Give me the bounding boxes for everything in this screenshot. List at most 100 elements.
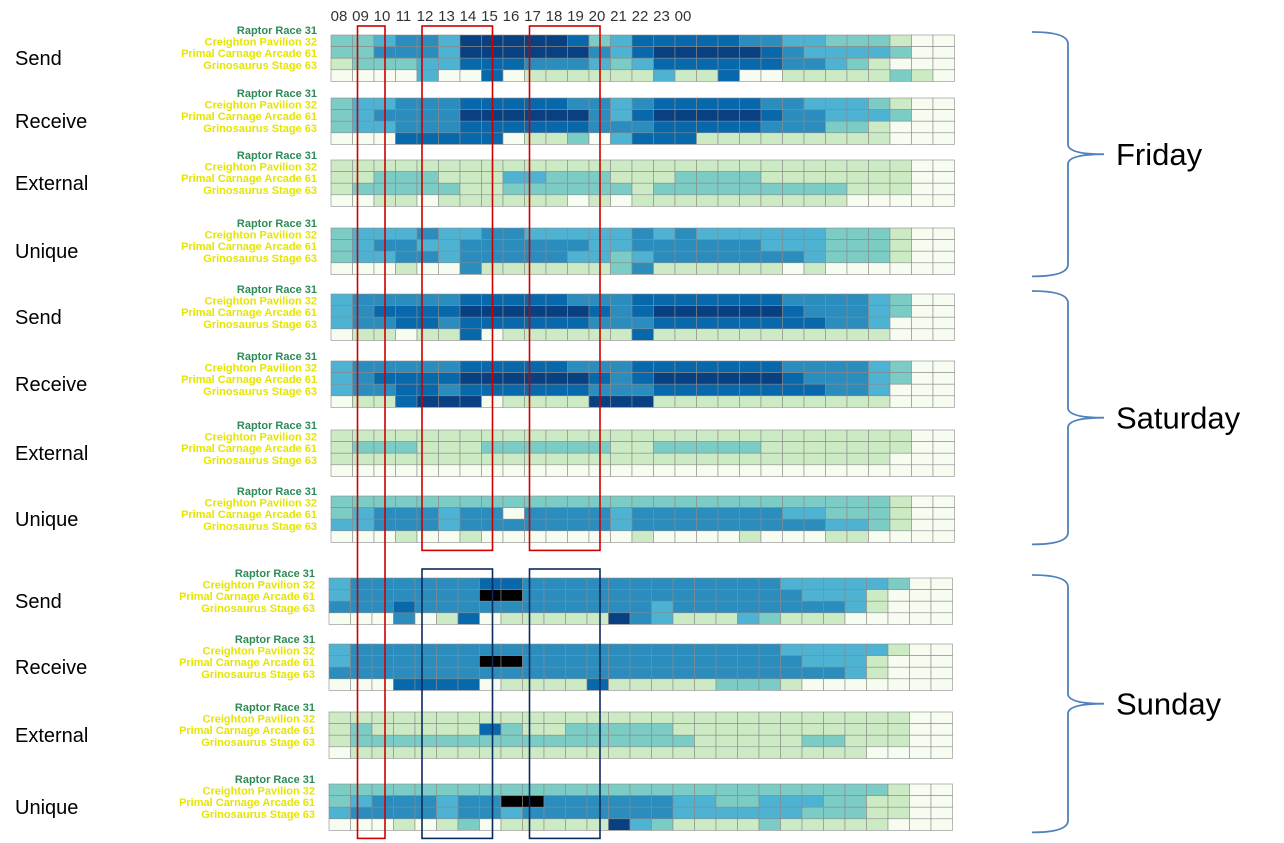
- heatmap-cell: [782, 250, 805, 264]
- heatmap-cell: [780, 612, 803, 625]
- heatmap-cell: [932, 518, 955, 532]
- heatmap-cell: [522, 806, 545, 820]
- heatmap-cell: [674, 464, 697, 477]
- heatmap-cell: [868, 495, 891, 508]
- heatmap-cell: [328, 666, 351, 680]
- heatmap-cell: [737, 746, 760, 759]
- heatmap-cell: [459, 305, 482, 318]
- heatmap-cell: [524, 239, 547, 252]
- heatmap-cell: [610, 395, 633, 408]
- heatmap-cell: [500, 806, 523, 820]
- heatmap-cell: [565, 666, 588, 680]
- heatmap-cell: [350, 818, 373, 831]
- heatmap-cell: [825, 69, 848, 82]
- heatmap-cell: [653, 495, 676, 508]
- heatmap-cell: [586, 806, 609, 820]
- heatmap-cell: [328, 806, 351, 820]
- heatmap-cell: [567, 239, 590, 252]
- heatmap-cell: [868, 305, 891, 318]
- heatmap-cell: [717, 194, 740, 207]
- heatmap-cell: [696, 182, 719, 196]
- heatmap-cell: [674, 328, 697, 341]
- heatmap-cell: [803, 316, 826, 330]
- heatmap-cell: [782, 305, 805, 318]
- heatmap-cell: [694, 746, 717, 759]
- heatmap-cell: [825, 109, 848, 122]
- venue-row-label: Raptor Race 31: [237, 420, 317, 432]
- heatmap-cell: [371, 655, 394, 668]
- heatmap-cell: [889, 316, 912, 330]
- heatmap-cell: [352, 182, 375, 196]
- heatmap-cell: [780, 577, 803, 590]
- heatmap-cell: [631, 507, 654, 520]
- heatmap-cell: [416, 34, 439, 47]
- heatmap-cell: [846, 293, 869, 306]
- heatmap-cell: [352, 262, 375, 275]
- heatmap-cell: [629, 655, 652, 668]
- heatmap-cell: [694, 600, 717, 614]
- heatmap-cell: [545, 372, 568, 385]
- heatmap-cell: [889, 239, 912, 252]
- heatmap-cell: [500, 711, 523, 724]
- heatmap-cell: [416, 328, 439, 341]
- heatmap-cell: [715, 600, 738, 614]
- heatmap-cell: [911, 305, 934, 318]
- heatmap-cell: [846, 46, 869, 59]
- heatmap-cell: [352, 97, 375, 110]
- heatmap-cell: [653, 383, 676, 397]
- heatmap-cell: [825, 464, 848, 477]
- heatmap-cell: [610, 262, 633, 275]
- heatmap-cell: [823, 711, 846, 724]
- heatmap-cell: [782, 530, 805, 543]
- heatmap-cell: [909, 746, 932, 759]
- heatmap-cell: [715, 783, 738, 796]
- heatmap-cell: [416, 395, 439, 408]
- heatmap-cell: [545, 495, 568, 508]
- heatmap-cell: [801, 678, 824, 691]
- heatmap-cell: [567, 495, 590, 508]
- heatmap-cell: [694, 678, 717, 691]
- heatmap-cell: [328, 818, 351, 831]
- heatmap-cell: [846, 395, 869, 408]
- heatmap-cell: [887, 678, 910, 691]
- heatmap-cell: [930, 711, 953, 724]
- heatmap-cell: [889, 109, 912, 122]
- heatmap-cell: [393, 795, 416, 808]
- hour-tick-label: 20: [589, 8, 606, 25]
- heatmap-cell: [717, 69, 740, 82]
- heatmap-cell: [737, 806, 760, 820]
- heatmap-cell: [416, 227, 439, 240]
- heatmap-cell: [696, 159, 719, 172]
- heatmap-cell: [932, 227, 955, 240]
- heatmap-cell: [801, 711, 824, 724]
- heatmap-cell: [932, 69, 955, 82]
- heatmap-cell: [330, 316, 353, 330]
- heatmap-cell: [502, 372, 525, 385]
- heatmap-cell: [438, 109, 461, 122]
- heatmap-cell: [739, 239, 762, 252]
- heatmap-cell: [610, 159, 633, 172]
- venue-row-label: Primal Carnage Arcade 61: [179, 657, 315, 669]
- heatmap-cell: [825, 293, 848, 306]
- heatmap-cell: [522, 577, 545, 590]
- heatmap-cell: [395, 250, 418, 264]
- heatmap-cell: [567, 159, 590, 172]
- heatmap-cell: [479, 600, 502, 614]
- heatmap-cell: [653, 429, 676, 442]
- heatmap-cell: [436, 589, 459, 602]
- heatmap-cell: [909, 818, 932, 831]
- heatmap-cell: [522, 678, 545, 691]
- heatmap-cell: [459, 360, 482, 373]
- heatmap-cell: [436, 806, 459, 820]
- heatmap-cell: [696, 316, 719, 330]
- heatmap-cell: [631, 34, 654, 47]
- heatmap-cell: [457, 711, 480, 724]
- heatmap-cell: [438, 383, 461, 397]
- heatmap-cell: [696, 120, 719, 134]
- heatmap-cell: [457, 818, 480, 831]
- heatmap-cell: [737, 577, 760, 590]
- heatmap-cell: [543, 600, 566, 614]
- heatmap-cell: [803, 46, 826, 59]
- heatmap-cell: [328, 655, 351, 668]
- heatmap-cell: [524, 383, 547, 397]
